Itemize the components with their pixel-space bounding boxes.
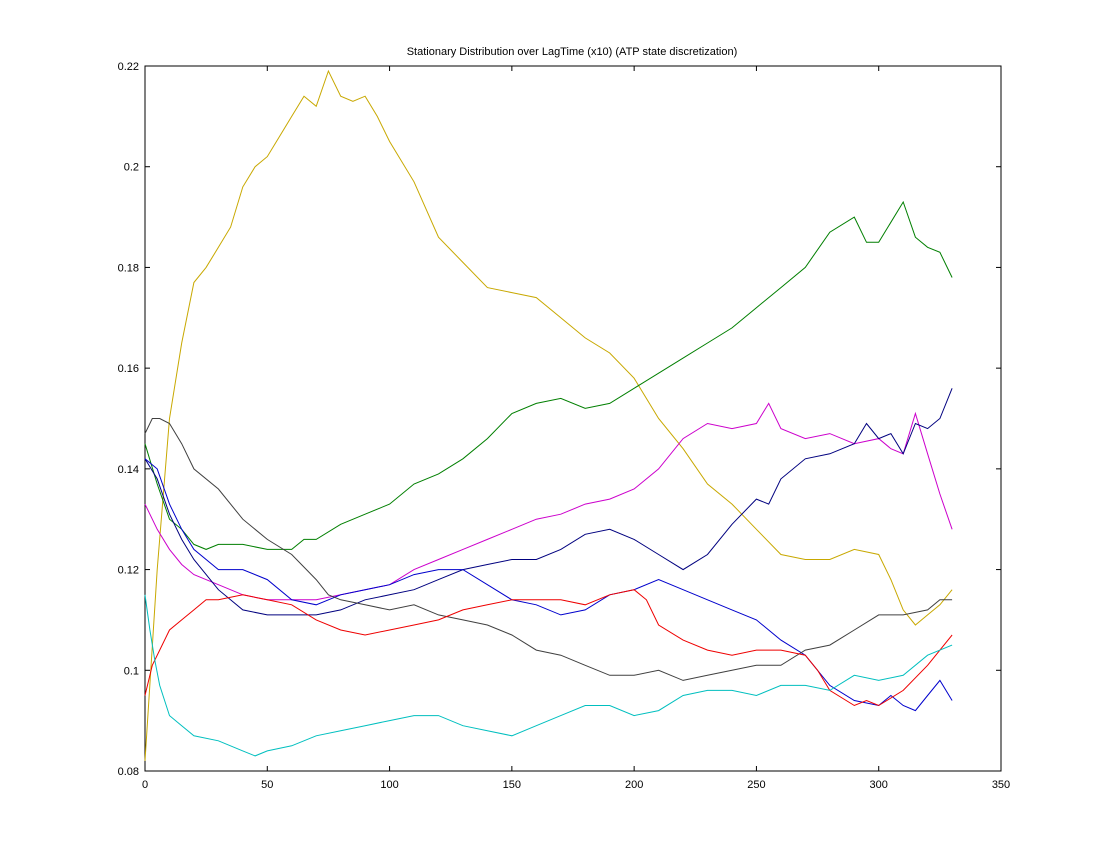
series-line-1 <box>144 69 953 761</box>
y-tick-label: 0.18 <box>118 262 139 274</box>
series-line-7 <box>144 589 953 707</box>
series-line-2 <box>144 200 953 550</box>
ticks-layer: 0 50 100 150 200 250 300 350 0.08 0.1 0.12 0.14 0.16… <box>118 61 1011 791</box>
chart-title: Stationary Distribution over LagTime (x1… <box>407 46 738 58</box>
x-tick-label: 100 <box>380 779 398 791</box>
y-tick-label: 0.22 <box>118 61 139 73</box>
axes-box <box>144 65 1002 772</box>
x-tick-label: 250 <box>747 779 765 791</box>
x-tick-label: 50 <box>261 779 273 791</box>
y-tick-label: 0.1 <box>124 665 139 677</box>
y-tick-label: 0.14 <box>118 464 139 476</box>
series-layer <box>144 69 953 761</box>
y-tick-label: 0.16 <box>118 363 139 375</box>
x-tick-label: 150 <box>503 779 521 791</box>
x-tick-label: 350 <box>992 779 1010 791</box>
series-line-8 <box>144 594 953 757</box>
series-line-6 <box>144 418 953 681</box>
x-tick-label: 0 <box>142 779 148 791</box>
x-tick-label: 200 <box>625 779 643 791</box>
series-line-4 <box>144 388 953 616</box>
series-line-5 <box>144 458 953 712</box>
y-tick-label: 0.2 <box>124 162 139 174</box>
x-tick-label: 300 <box>870 779 888 791</box>
y-tick-label: 0.12 <box>118 565 139 577</box>
y-tick-label: 0.08 <box>118 766 139 778</box>
